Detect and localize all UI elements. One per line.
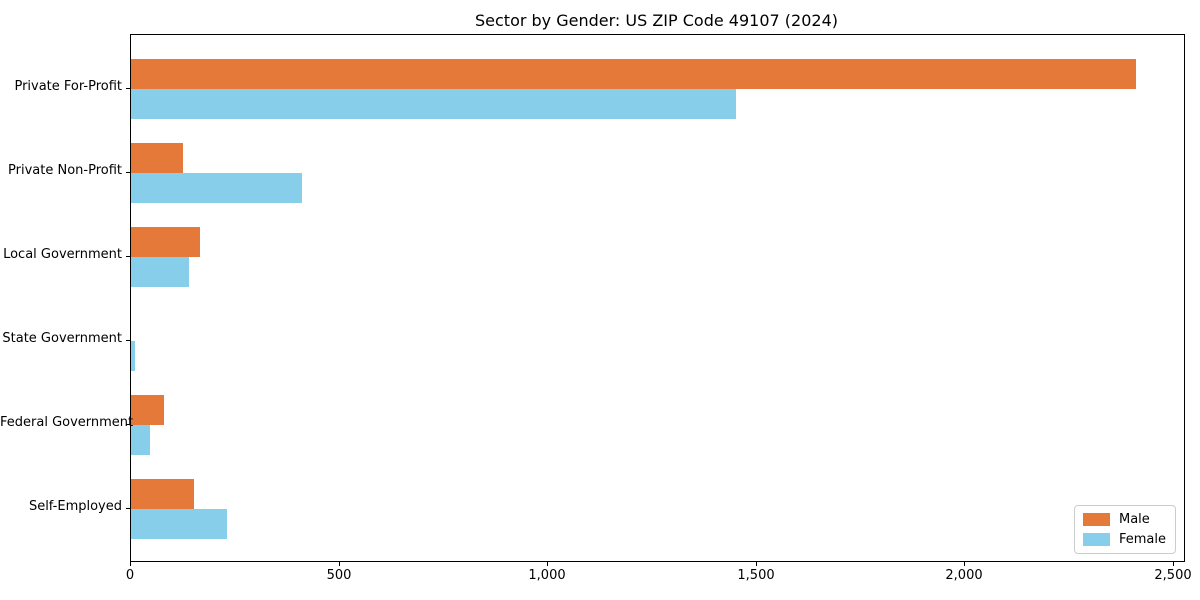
bar-female-self-employed [131, 509, 227, 539]
x-tick-mark [756, 562, 757, 566]
bar-male-private-non-profit [131, 143, 183, 173]
bar-female-state-government [131, 341, 135, 371]
x-tick-label-0: 0 [125, 568, 135, 583]
y-tick-mark [126, 172, 130, 173]
legend-entry-male: Male [1082, 512, 1166, 527]
x-tick-mark [964, 562, 965, 566]
bars-layer [131, 35, 1184, 561]
y-tick-label-state-government: State Government [2, 331, 122, 346]
x-tick-label-2-000: 2,000 [945, 568, 983, 583]
x-tick-label-2-500: 2,500 [1154, 568, 1192, 583]
y-tick-mark [126, 508, 130, 509]
legend: Male Female [1073, 505, 1176, 554]
legend-entry-female: Female [1082, 532, 1166, 547]
x-tick-label-500: 500 [326, 568, 352, 583]
bar-female-local-government [131, 257, 189, 287]
bar-female-private-for-profit [131, 89, 736, 119]
x-tick-mark [339, 562, 340, 566]
y-tick-mark [126, 340, 130, 341]
y-tick-label-self-employed: Self-Employed [28, 499, 122, 514]
bar-male-private-for-profit [131, 59, 1136, 89]
legend-swatch-female [1082, 533, 1110, 546]
y-tick-label-local-government: Local Government [3, 247, 122, 262]
x-tick-label-1-000: 1,000 [528, 568, 566, 583]
legend-label-male: Male [1118, 512, 1150, 527]
legend-swatch-male [1082, 513, 1110, 526]
x-tick-label-1-500: 1,500 [737, 568, 775, 583]
y-tick-label-federal-government: Federal Government [0, 415, 134, 430]
bar-male-local-government [131, 227, 200, 257]
x-tick-mark [130, 562, 131, 566]
bar-female-federal-government [131, 425, 150, 455]
legend-label-female: Female [1118, 532, 1166, 547]
y-tick-mark [126, 88, 130, 89]
y-tick-mark [126, 256, 130, 257]
bar-male-self-employed [131, 479, 194, 509]
y-tick-mark [126, 424, 130, 425]
bar-female-private-non-profit [131, 173, 302, 203]
x-tick-mark [1173, 562, 1174, 566]
chart-title: Sector by Gender: US ZIP Code 49107 (202… [475, 11, 838, 30]
x-tick-mark [547, 562, 548, 566]
plot-area: Male Female [130, 34, 1185, 562]
bar-male-federal-government [131, 395, 164, 425]
y-tick-label-private-non-profit: Private Non-Profit [8, 163, 122, 178]
y-tick-label-private-for-profit: Private For-Profit [14, 79, 122, 94]
